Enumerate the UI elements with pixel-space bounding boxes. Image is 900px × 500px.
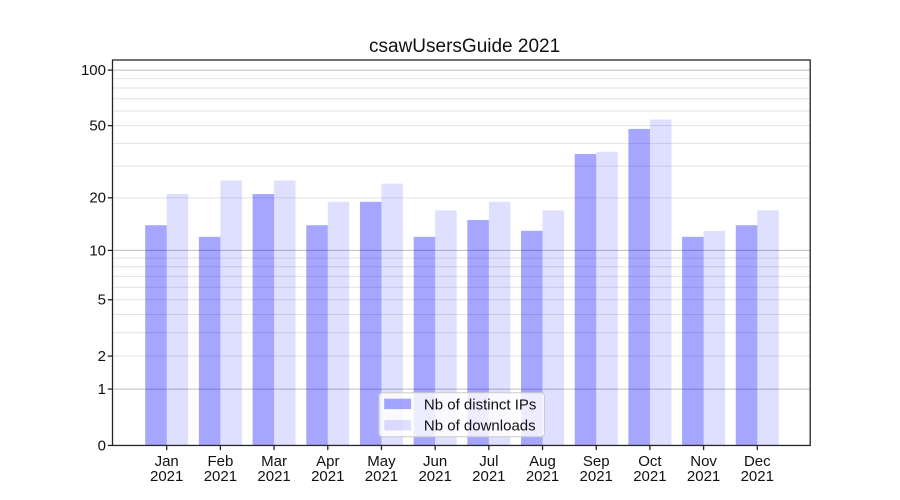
svg-text:10: 10 bbox=[89, 242, 106, 259]
svg-text:Nov: Nov bbox=[690, 453, 717, 470]
svg-text:2021: 2021 bbox=[257, 468, 290, 485]
svg-text:2021: 2021 bbox=[418, 468, 451, 485]
svg-text:0: 0 bbox=[98, 437, 106, 454]
svg-text:1: 1 bbox=[98, 381, 106, 398]
svg-text:50: 50 bbox=[89, 118, 106, 135]
svg-text:20: 20 bbox=[89, 190, 106, 207]
svg-text:2021: 2021 bbox=[580, 468, 613, 485]
svg-text:2021: 2021 bbox=[365, 468, 398, 485]
svg-text:Feb: Feb bbox=[207, 453, 233, 470]
svg-text:Jul: Jul bbox=[479, 453, 498, 470]
svg-text:Dec: Dec bbox=[744, 453, 771, 470]
svg-text:2021: 2021 bbox=[633, 468, 666, 485]
svg-text:Nb of downloads: Nb of downloads bbox=[424, 418, 536, 435]
svg-text:2021: 2021 bbox=[150, 468, 183, 485]
svg-text:100: 100 bbox=[81, 62, 106, 79]
svg-text:2021: 2021 bbox=[741, 468, 774, 485]
svg-text:2021: 2021 bbox=[204, 468, 237, 485]
svg-text:2021: 2021 bbox=[311, 468, 344, 485]
svg-text:Nb of distinct IPs: Nb of distinct IPs bbox=[424, 396, 537, 413]
svg-text:Mar: Mar bbox=[261, 453, 287, 470]
svg-text:5: 5 bbox=[98, 292, 106, 309]
svg-text:2021: 2021 bbox=[526, 468, 559, 485]
svg-text:Oct: Oct bbox=[638, 453, 662, 470]
svg-text:Aug: Aug bbox=[529, 453, 556, 470]
svg-text:2021: 2021 bbox=[472, 468, 505, 485]
svg-text:Apr: Apr bbox=[316, 453, 339, 470]
svg-text:Jun: Jun bbox=[423, 453, 447, 470]
svg-text:May: May bbox=[367, 453, 396, 470]
svg-text:Sep: Sep bbox=[583, 453, 610, 470]
svg-text:2: 2 bbox=[98, 348, 106, 365]
svg-text:2021: 2021 bbox=[687, 468, 720, 485]
svg-text:csawUsersGuide 2021: csawUsersGuide 2021 bbox=[369, 36, 560, 57]
svg-text:Jan: Jan bbox=[155, 453, 179, 470]
